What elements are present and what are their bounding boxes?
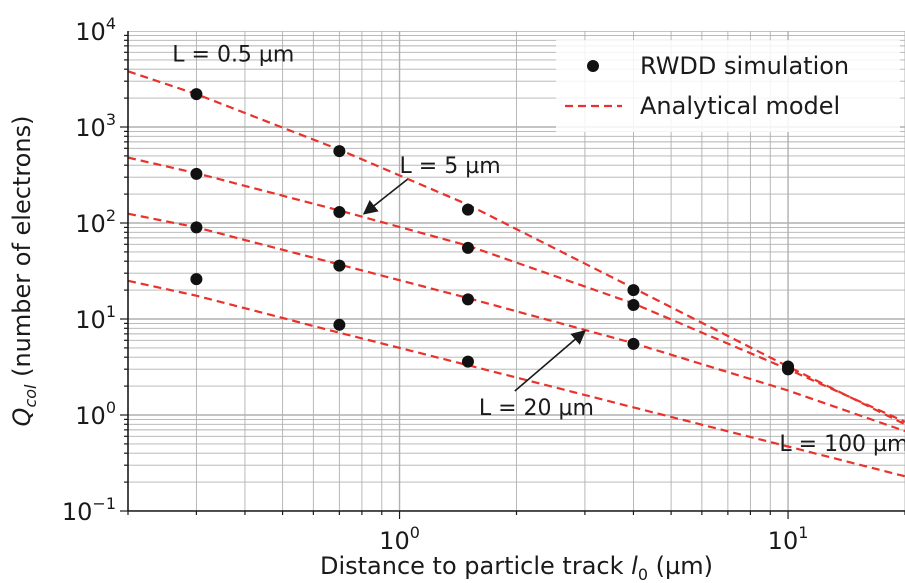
simulation-point <box>627 298 640 311</box>
legend: RWDD simulation Analytical model <box>556 40 900 132</box>
simulation-point <box>627 284 640 297</box>
annotation-arrow <box>362 178 409 215</box>
simulation-point <box>333 318 346 331</box>
y-tick-label: 100 <box>75 398 116 430</box>
y-tick-label: 104 <box>75 14 116 46</box>
simulation-point <box>333 206 346 219</box>
simulation-point <box>461 203 474 216</box>
y-tick-label: 101 <box>75 302 116 334</box>
legend-label: RWDD simulation <box>640 52 849 80</box>
annotation-label: L = 100 µm <box>779 432 905 457</box>
axis-labels: Distance to particle track l0 (µm) Qcol (… <box>8 116 713 583</box>
simulation-point <box>627 337 640 350</box>
y-axis-title: Qcol (number of electrons) <box>8 116 40 427</box>
annotation-label: L = 0.5 µm <box>172 43 294 68</box>
simulation-point <box>333 145 346 158</box>
y-tick-label: 103 <box>75 110 116 142</box>
annotations: L = 0.5 µm L = 5 µm L = 20 µm L = 100 µm <box>172 43 905 458</box>
legend-label: Analytical model <box>640 92 840 120</box>
y-tick-label: 10−1 <box>62 494 116 526</box>
annotation-label: L = 5 µm <box>400 154 501 179</box>
x-tick-label: 100 <box>379 523 420 555</box>
grid <box>128 31 905 511</box>
legend-marker <box>587 60 599 72</box>
simulation-point <box>461 293 474 306</box>
simulation-point <box>190 167 203 180</box>
simulation-point <box>782 363 795 376</box>
model-line <box>128 279 905 478</box>
simulation-point <box>190 273 203 286</box>
legend-box <box>556 40 900 132</box>
annotation-arrow <box>514 330 587 392</box>
annotation-label: L = 20 µm <box>479 396 594 421</box>
simulation-points <box>190 88 795 376</box>
x-tick-label: 101 <box>768 523 809 555</box>
simulation-point <box>461 241 474 254</box>
y-tick-label: 102 <box>75 206 116 238</box>
simulation-point <box>190 221 203 234</box>
simulation-point <box>190 88 203 101</box>
simulation-point <box>461 355 474 368</box>
axes: 100 101 10−1 100 101 102 103 104 <box>62 14 905 555</box>
simulation-point <box>333 259 346 272</box>
x-axis-title: Distance to particle track l0 (µm) <box>320 552 713 583</box>
